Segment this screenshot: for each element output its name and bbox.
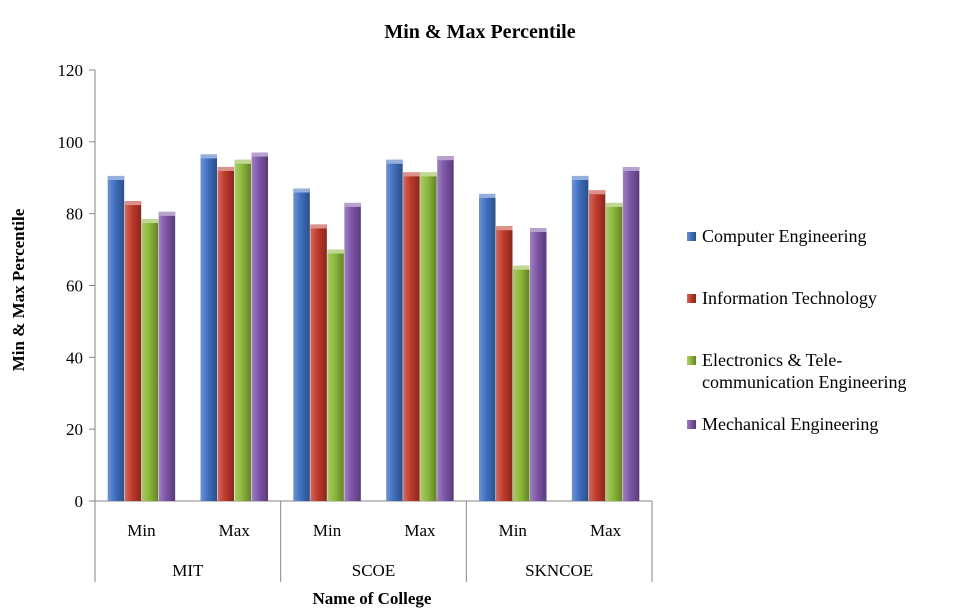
bar [344, 202, 361, 501]
x-category-label: Max [404, 521, 436, 540]
bar-top-highlight [344, 202, 361, 207]
bar [200, 154, 217, 501]
legend-marker [687, 294, 696, 303]
legend-marker [687, 356, 696, 365]
bar-top-highlight [141, 219, 159, 224]
bar-top-highlight [479, 193, 496, 198]
x-group-label: MIT [172, 561, 204, 580]
bar-top-highlight [622, 166, 640, 171]
bar-top-highlight [124, 201, 142, 206]
bar [327, 249, 344, 501]
bar-top-highlight [605, 202, 623, 207]
x-category-label: Max [590, 521, 622, 540]
legend: Computer Engineering Information Technolo… [687, 226, 906, 434]
bar-top-highlight [293, 188, 310, 193]
bar [571, 175, 589, 501]
bar [437, 156, 454, 501]
bar-top-highlight [327, 249, 344, 254]
y-axis-title: Min & Max Percentile [9, 208, 28, 371]
x-group-label: SCOE [352, 561, 395, 580]
x-category-label: Min [499, 521, 528, 540]
bar [251, 152, 268, 501]
y-tick-label: 120 [58, 61, 84, 80]
bar [530, 228, 547, 502]
y-tick-label: 80 [66, 205, 83, 224]
bar-top-highlight [251, 152, 268, 157]
x-category-label: Min [127, 521, 156, 540]
bar-top-highlight [571, 175, 589, 180]
bar [310, 224, 327, 502]
plot-area: 0 20 40 60 80 100 120 Min Max MIT Min Max SCOE Min Max… [58, 61, 653, 582]
bar [234, 159, 251, 501]
bar [107, 175, 125, 501]
bar-top-highlight [403, 172, 420, 177]
x-category-label: Min [313, 521, 342, 540]
legend-marker [687, 232, 696, 241]
legend-label: Electronics & Tele-communication Enginee… [702, 350, 906, 392]
bar-top-highlight [200, 154, 217, 159]
bar [217, 166, 234, 501]
bar [605, 202, 623, 501]
bar-top-highlight [107, 175, 125, 180]
bar [622, 166, 640, 501]
bar [124, 201, 142, 502]
bar-top-highlight [437, 156, 454, 161]
y-tick-label: 0 [75, 492, 84, 511]
bar-top-highlight [386, 159, 403, 164]
y-tick-label: 40 [66, 348, 83, 367]
bar-top-highlight [234, 159, 251, 164]
bar-top-highlight [513, 265, 530, 270]
legend-label: Computer Engineering [702, 226, 866, 246]
legend-label: Mechanical Engineering [702, 414, 878, 434]
bar-top-highlight [588, 190, 606, 195]
bar [386, 159, 403, 501]
legend-label: Information Technology [702, 288, 877, 308]
bar-top-highlight [420, 172, 437, 177]
y-tick-label: 60 [66, 277, 83, 296]
bar [588, 190, 606, 501]
bar [141, 219, 159, 501]
y-tick-label: 20 [66, 420, 83, 439]
bar [496, 226, 513, 502]
bar-top-highlight [158, 211, 176, 216]
x-group-label: SKNCOE [525, 561, 593, 580]
bar-top-highlight [530, 228, 547, 233]
legend-marker [687, 420, 696, 429]
bar [420, 172, 437, 502]
bar [293, 188, 310, 501]
bar [513, 265, 530, 501]
chart-title: Min & Max Percentile [384, 21, 575, 43]
bar-top-highlight [496, 226, 513, 231]
bar [479, 193, 496, 501]
bar-top-highlight [217, 166, 234, 171]
bar [158, 211, 176, 501]
bar-top-highlight [310, 224, 327, 229]
x-axis-title: Name of College [313, 589, 432, 608]
x-category-label: Max [219, 521, 251, 540]
y-tick-label: 100 [58, 133, 84, 152]
bar [403, 172, 420, 502]
